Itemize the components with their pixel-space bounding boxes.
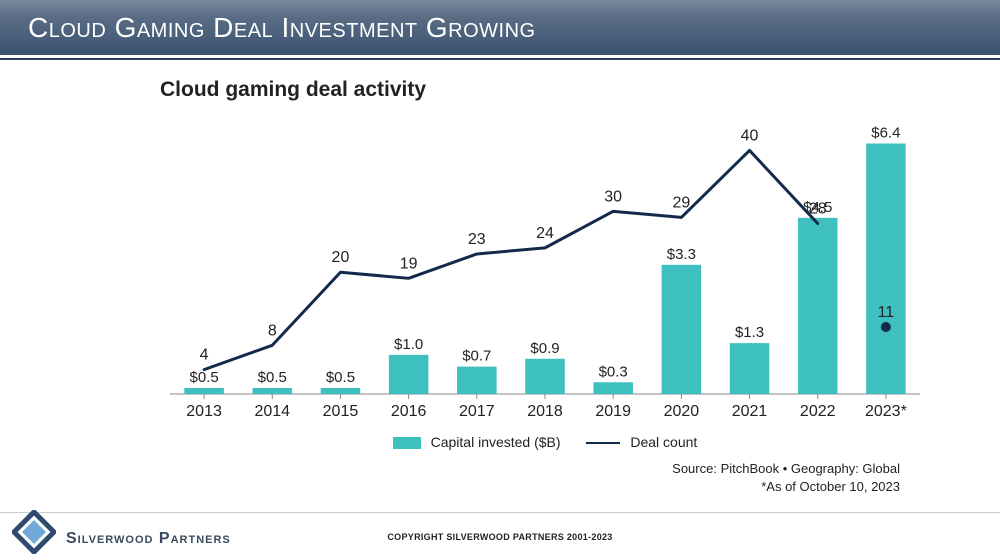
- bar: [389, 355, 429, 394]
- logo-icon: [12, 510, 56, 554]
- line-value-label: 19: [400, 255, 418, 272]
- legend-swatch-bars: [393, 437, 421, 449]
- bar: [525, 359, 565, 394]
- source-block: Source: PitchBook • Geography: Global *A…: [160, 460, 930, 496]
- bar-value-label: $0.5: [326, 369, 355, 386]
- x-tick-label: 2020: [664, 403, 700, 420]
- bar-value-label: $0.3: [599, 363, 628, 380]
- x-tick-label: 2017: [459, 403, 495, 420]
- bar: [866, 143, 906, 394]
- brand-name: Silverwood Partners: [66, 530, 231, 548]
- bar: [593, 382, 633, 394]
- x-tick-label: 2014: [254, 403, 290, 420]
- line-value-label: 40: [741, 127, 759, 144]
- chart-title: Cloud gaming deal activity: [160, 78, 930, 102]
- bar-value-label: $3.3: [667, 246, 696, 263]
- bar: [321, 388, 361, 394]
- bar-value-label: $1.0: [394, 336, 423, 353]
- legend-swatch-line: [586, 442, 620, 444]
- bar: [253, 388, 293, 394]
- bar-value-label: $0.9: [530, 340, 559, 357]
- title-bar: Cloud Gaming Deal Investment Growing: [0, 0, 1000, 58]
- x-tick-label: 2016: [391, 403, 427, 420]
- x-tick-label: 2018: [527, 403, 563, 420]
- bar: [730, 343, 770, 394]
- line-value-label: 11: [878, 304, 895, 321]
- x-tick-label: 2013: [186, 403, 222, 420]
- line-value-label: 20: [332, 249, 350, 266]
- line-series: [204, 150, 818, 369]
- content-area: Cloud gaming deal activity 2013 2014 2015 2…: [0, 60, 1000, 560]
- x-tick-label: 2021: [732, 403, 768, 420]
- x-tick-label: 2015: [323, 403, 359, 420]
- slide-title: Cloud Gaming Deal Investment Growing: [28, 12, 536, 44]
- footer: Silverwood Partners COPYRIGHT SILVERWOOD…: [0, 512, 1000, 560]
- line-value-label: 29: [672, 194, 690, 211]
- line-last-marker: [881, 322, 891, 332]
- line-value-label: 8: [268, 322, 277, 339]
- source-line-1: Source: PitchBook • Geography: Global: [160, 460, 900, 478]
- line-value-label: 4: [200, 347, 209, 364]
- legend: Capital invested ($B) Deal count: [160, 434, 930, 450]
- bar: [457, 367, 497, 394]
- bar: [662, 265, 702, 394]
- bar: [184, 388, 224, 394]
- x-tick-label: 2022: [800, 403, 836, 420]
- x-tick-label: 2023*: [865, 403, 907, 420]
- slide: Cloud Gaming Deal Investment Growing Clo…: [0, 0, 1000, 560]
- line-value-label: 24: [536, 225, 554, 242]
- legend-label-line: Deal count: [630, 434, 697, 450]
- bar-value-label: $6.4: [871, 124, 900, 141]
- bar: [798, 218, 838, 394]
- line-value-label: 28: [809, 201, 827, 218]
- bar-value-label: $0.5: [189, 369, 218, 386]
- bar-value-label: $0.7: [462, 348, 491, 365]
- bar-value-label: $1.3: [735, 324, 764, 341]
- source-line-2: *As of October 10, 2023: [160, 478, 900, 496]
- chart: 2013201420152016201720182019202020212022…: [160, 110, 930, 430]
- bar-value-label: $0.5: [258, 369, 287, 386]
- line-value-label: 23: [468, 231, 486, 248]
- chart-svg: 2013201420152016201720182019202020212022…: [160, 110, 930, 430]
- legend-label-bars: Capital invested ($B): [431, 434, 561, 450]
- line-value-label: 30: [604, 188, 622, 205]
- brand-block: Silverwood Partners: [12, 510, 231, 554]
- x-tick-label: 2019: [595, 403, 631, 420]
